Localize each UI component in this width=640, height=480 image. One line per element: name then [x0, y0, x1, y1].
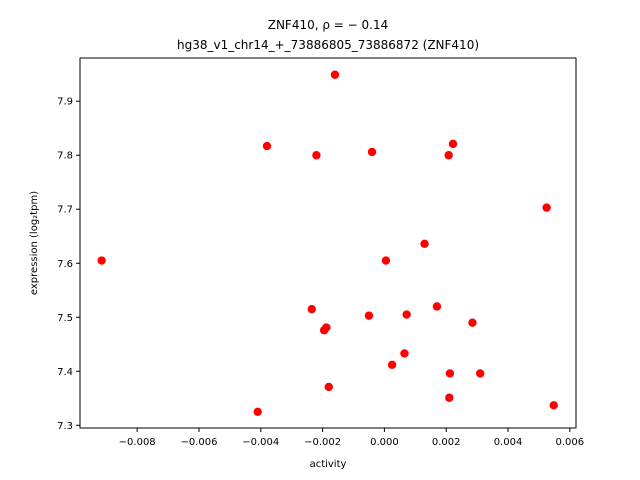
data-point [322, 323, 331, 332]
chart-title-line-1: ZNF410, ρ = − 0.14 [268, 18, 389, 32]
data-point [253, 407, 262, 416]
data-point [432, 302, 442, 311]
data-point [312, 151, 321, 160]
data-point [448, 139, 458, 149]
y-tick-label: 7.8 [57, 151, 73, 162]
x-tick-label: −0.006 [180, 437, 217, 448]
x-tick-label: −0.008 [119, 437, 156, 448]
data-point [387, 360, 397, 369]
data-point [367, 147, 377, 157]
y-tick-label: 7.4 [57, 367, 73, 378]
x-tick-label: 0.006 [555, 437, 584, 448]
x-tick-label: −0.004 [242, 437, 279, 448]
x-tick-label: 0.004 [494, 437, 523, 448]
data-point [444, 151, 453, 160]
data-point [420, 239, 429, 249]
data-point [549, 401, 558, 410]
data-point [381, 256, 391, 265]
data-point [97, 256, 106, 265]
y-tick-label: 7.9 [57, 97, 73, 108]
plot-frame [79, 57, 577, 429]
x-tick-label: 0.002 [432, 437, 461, 448]
y-axis-label: expression (log₂tpm) [29, 191, 40, 295]
y-axis-ticks: 7.3 7.4 7.5 7.6 7.7 7.8 7.9 [57, 97, 80, 432]
data-points [97, 70, 558, 416]
data-point [330, 70, 340, 79]
data-point [402, 310, 411, 319]
x-tick-label: −0.002 [304, 437, 341, 448]
data-point [445, 393, 454, 402]
chart-title-line-2: hg38_v1_chr14_+_73886805_73886872 (ZNF41… [177, 38, 479, 52]
data-point [476, 369, 485, 378]
x-tick-label: 0.000 [370, 437, 399, 448]
data-point [364, 311, 374, 320]
data-point [468, 318, 477, 327]
y-tick-label: 7.3 [57, 421, 73, 432]
data-point [400, 349, 409, 358]
data-point [262, 141, 272, 151]
x-axis-ticks: −0.008 −0.006 −0.004 −0.002 0.000 0.002 0.004 0… [119, 428, 584, 448]
data-point [324, 382, 333, 392]
data-point [445, 369, 455, 378]
y-tick-label: 7.6 [57, 259, 73, 270]
y-tick-label: 7.5 [57, 313, 73, 324]
x-axis-label: activity [310, 459, 347, 470]
data-point [307, 304, 316, 314]
data-point [542, 203, 551, 212]
y-tick-label: 7.7 [57, 205, 73, 216]
